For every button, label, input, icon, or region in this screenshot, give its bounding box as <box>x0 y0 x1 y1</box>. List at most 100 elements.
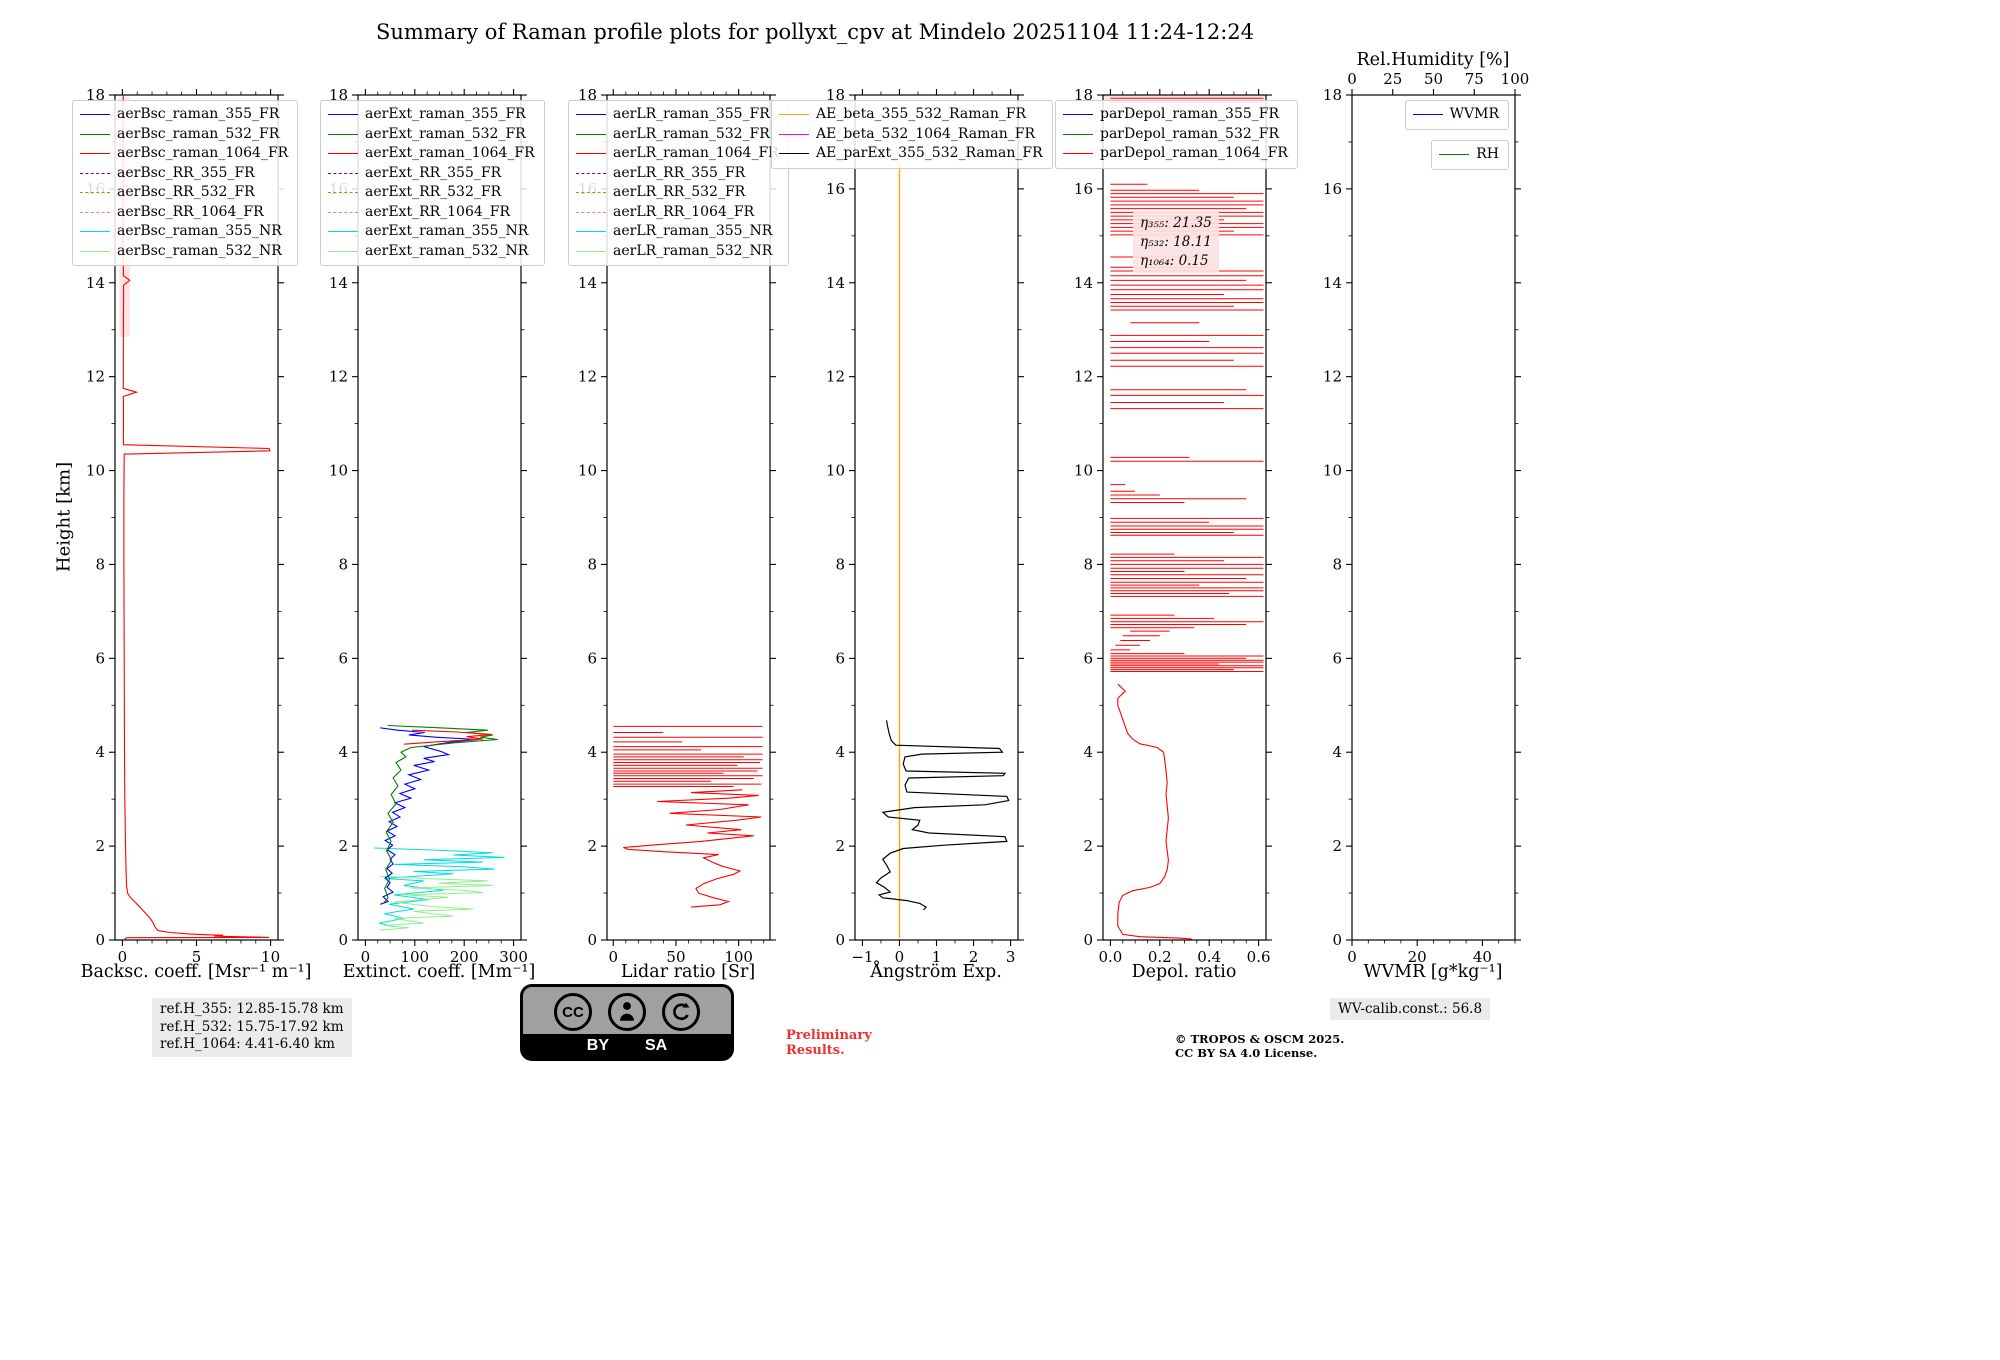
legend-item: aerBsc_raman_532_FR <box>80 125 288 145</box>
legend-label: aerExt_raman_355_FR <box>365 106 526 122</box>
svg-text:6: 6 <box>587 649 597 667</box>
legend-item: aerLR_RR_355_FR <box>576 164 779 184</box>
legend-label: aerLR_raman_532_NR <box>613 242 773 259</box>
cc-by-label: BY <box>586 1037 609 1054</box>
svg-text:0: 0 <box>95 931 105 949</box>
svg-text:8: 8 <box>95 555 105 573</box>
series-aerExt_raman_532_NR <box>379 875 493 931</box>
svg-text:10: 10 <box>1074 462 1093 480</box>
svg-text:8: 8 <box>1332 555 1342 573</box>
preliminary-results-note: Preliminary Results. <box>786 1028 872 1058</box>
cc-by-sa-labels: BY SA <box>523 1034 731 1058</box>
legend-label: aerLR_raman_1064_FR <box>613 145 779 161</box>
legend-label: aerBsc_raman_532_FR <box>117 125 280 142</box>
legend-item: aerExt_raman_1064_FR <box>328 144 535 164</box>
legend-item: aerExt_raman_355_NR <box>328 222 535 242</box>
legend-line-sample <box>80 133 110 135</box>
panel-wvmr: 0 20 40 0 2 4 6 8 10 12 14 16 18 0 25 50 75 100 <box>1323 70 1529 966</box>
legend-item: aerLR_raman_1064_FR <box>576 144 779 164</box>
legend-label: aerExt_raman_1064_FR <box>365 145 535 161</box>
legend-line-sample <box>1063 153 1093 155</box>
eta-532-value: η₅₃₂: 18.11 <box>1140 234 1212 250</box>
legend-item: parDepol_raman_532_FR <box>1063 125 1288 145</box>
x-axis-label-wvmr: WVMR [g*kg⁻¹] <box>1363 962 1503 982</box>
legend-wvmr-RH: RH <box>1431 140 1509 170</box>
legend-item: aerExt_raman_355_FR <box>328 105 535 125</box>
noise-segments <box>613 725 763 787</box>
svg-text:0.6: 0.6 <box>1247 948 1271 966</box>
legend-line-sample <box>576 231 606 233</box>
legend-depol-ratio: parDepol_raman_355_FR parDepol_raman_532_… <box>1055 100 1298 169</box>
tick-labels: 0.0 0.2 0.4 0.6 0 2 4 6 8 10 12 14 16 18 <box>1074 86 1271 966</box>
series-aerExt_raman_1064_FR <box>403 729 492 745</box>
legend-backscatter: aerBsc_raman_355_FR aerBsc_raman_532_FR ae… <box>72 100 299 266</box>
legend-item: aerExt_RR_532_FR <box>328 183 535 203</box>
svg-text:2: 2 <box>969 948 979 966</box>
legend-label: aerExt_raman_532_FR <box>365 125 526 142</box>
eta-1064-value: η₁₀₆₄: 0.15 <box>1140 253 1209 269</box>
svg-text:40: 40 <box>1473 948 1492 966</box>
legend-line-sample <box>779 133 809 135</box>
legend-label: AE_beta_355_532_Raman_FR <box>816 106 1027 122</box>
legend-line-sample <box>1063 133 1093 135</box>
legend-item: aerExt_RR_355_FR <box>328 164 535 184</box>
legend-line-sample <box>328 133 358 135</box>
legend-label: parDepol_raman_355_FR <box>1100 106 1280 122</box>
legend-label: RH <box>1476 146 1499 162</box>
legend-item: aerLR_RR_532_FR <box>576 183 779 203</box>
legend-line-sample <box>576 250 606 252</box>
legend-item: aerExt_RR_1064_FR <box>328 203 535 223</box>
svg-text:0: 0 <box>1347 948 1357 966</box>
svg-text:16: 16 <box>826 180 845 198</box>
legend-line-sample <box>328 211 358 213</box>
svg-text:6: 6 <box>95 649 105 667</box>
legend-item: AE_parExt_355_532_Raman_FR <box>779 144 1043 164</box>
svg-text:0: 0 <box>608 948 618 966</box>
legend-line-sample <box>1439 154 1470 156</box>
svg-text:6: 6 <box>1083 649 1093 667</box>
legend-label: aerBsc_raman_532_NR <box>117 242 282 259</box>
legend-line-sample <box>80 231 110 233</box>
wv-calibration-constant: WV-calib.const.: 56.8 <box>1330 998 1491 1020</box>
svg-text:12: 12 <box>329 368 348 386</box>
svg-text:0: 0 <box>118 948 128 966</box>
legend-label: aerLR_raman_355_FR <box>613 106 770 122</box>
legend-label: aerBsc_RR_1064_FR <box>117 203 264 220</box>
svg-text:2: 2 <box>338 837 348 855</box>
legend-label: WVMR <box>1449 106 1499 122</box>
svg-text:18: 18 <box>329 86 348 104</box>
svg-text:14: 14 <box>578 274 597 292</box>
svg-text:0: 0 <box>895 948 905 966</box>
x-axis-label-lidar-ratio: Lidar ratio [Sr] <box>620 962 756 982</box>
svg-text:0.4: 0.4 <box>1197 948 1221 966</box>
svg-text:6: 6 <box>338 649 348 667</box>
reference-height-box: ref.H_355: 12.85-15.78 km ref.H_532: 15.… <box>152 998 352 1057</box>
ref-height-355: ref.H_355: 12.85-15.78 km <box>160 1001 344 1017</box>
copyright-line-2: CC BY SA 4.0 License. <box>1175 1045 1318 1060</box>
eta-355-value: η₃₅₅: 21.35 <box>1140 215 1212 231</box>
legend-label: aerExt_RR_532_FR <box>365 184 502 200</box>
legend-line-sample <box>576 172 606 174</box>
svg-text:12: 12 <box>578 368 597 386</box>
legend-lidar-ratio: aerLR_raman_355_FR aerLR_raman_532_FR aerL… <box>568 100 789 266</box>
legend-item: aerBsc_raman_532_NR <box>80 242 288 262</box>
svg-text:10: 10 <box>329 462 348 480</box>
legend-line-sample <box>576 133 606 135</box>
svg-text:12: 12 <box>826 368 845 386</box>
legend-line-sample <box>779 153 809 155</box>
tick-labels: 050100024681012141618 <box>578 86 753 966</box>
cc-sa-arrow-icon <box>662 993 700 1031</box>
copyright-line-1: © TROPOS & OSCM 2025. <box>1175 1032 1345 1046</box>
svg-text:10: 10 <box>578 462 597 480</box>
svg-text:2: 2 <box>1083 837 1093 855</box>
legend-item: aerLR_raman_355_NR <box>576 222 779 242</box>
svg-text:0: 0 <box>587 931 597 949</box>
ref-height-532: ref.H_532: 15.75-17.92 km <box>160 1018 344 1035</box>
preliminary-line-1: Preliminary <box>786 1028 872 1043</box>
svg-text:6: 6 <box>1332 649 1342 667</box>
svg-text:20: 20 <box>1408 948 1427 966</box>
legend-line-sample <box>1063 114 1093 116</box>
